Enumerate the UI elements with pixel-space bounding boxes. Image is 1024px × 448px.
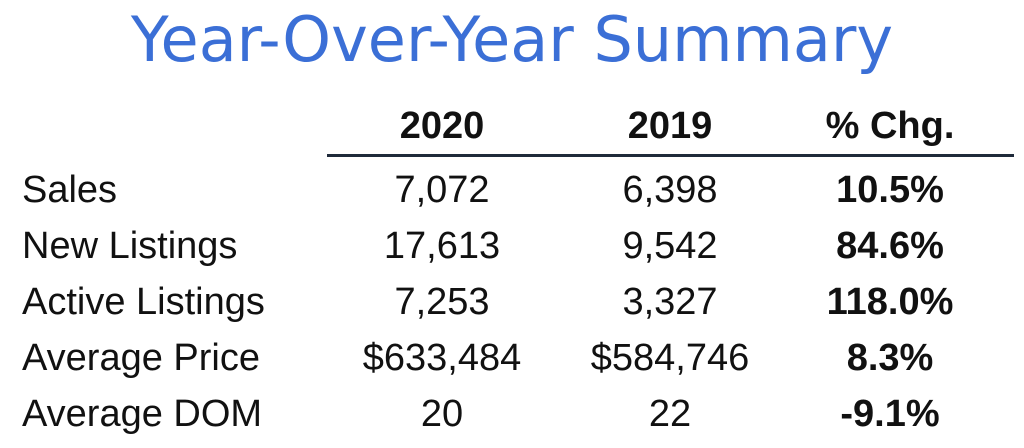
row-label: New Listings: [22, 225, 238, 267]
header-divider: [327, 154, 1014, 157]
value-2020: 20: [420, 393, 464, 435]
value-2019: 3,327: [622, 281, 718, 323]
table-row: New Listings 17,613 9,542 84.6%: [0, 218, 1024, 274]
value-2020: 7,072: [394, 169, 490, 211]
value-change: 118.0%: [826, 281, 954, 323]
value-2019: $584,746: [590, 337, 750, 379]
row-label: Average Price: [22, 337, 260, 379]
value-change: -9.1%: [840, 393, 940, 435]
row-label: Active Listings: [22, 281, 265, 323]
value-2020: 7,253: [394, 281, 490, 323]
value-change: 84.6%: [836, 225, 944, 267]
value-2020: 17,613: [383, 225, 501, 267]
value-2020: $633,484: [362, 337, 522, 379]
value-change: 10.5%: [836, 169, 944, 211]
table-row: Sales 7,072 6,398 10.5%: [0, 162, 1024, 218]
value-2019: 9,542: [622, 225, 718, 267]
value-2019: 22: [648, 393, 692, 435]
table-row: Average Price $633,484 $584,746 8.3%: [0, 330, 1024, 386]
row-label: Sales: [22, 169, 118, 211]
table-row: Active Listings 7,253 3,327 118.0%: [0, 274, 1024, 330]
column-header-2020: 2020: [399, 105, 485, 147]
column-header-2019: 2019: [627, 105, 713, 147]
table-row: Average DOM 20 22 -9.1%: [0, 386, 1024, 442]
value-2019: 6,398: [622, 169, 718, 211]
page-title: Year-Over-Year Summary: [130, 3, 894, 76]
row-label: Average DOM: [22, 393, 263, 435]
column-header-change: % Chg.: [825, 105, 955, 147]
value-change: 8.3%: [846, 337, 934, 379]
